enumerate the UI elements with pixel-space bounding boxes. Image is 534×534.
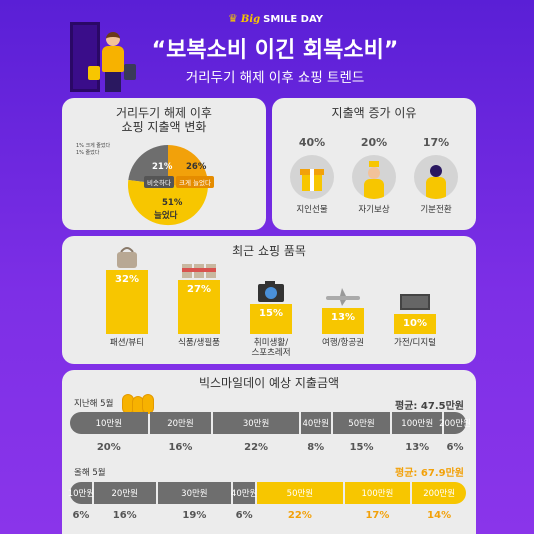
spend-segment-3: 40만원 <box>231 482 257 504</box>
spend-pct-6: 6% <box>446 442 464 453</box>
item-bar <box>178 280 220 334</box>
spend-pct-4: 22% <box>287 510 312 521</box>
reason-mood-change: 17% 기분전환 <box>410 136 462 215</box>
item-pct: 27% <box>187 284 211 295</box>
spending-change-panel: 거리두기 해제 이후 쇼핑 지출액 변화 1% 크게 줄었다 1% 줄었다 21… <box>62 98 266 230</box>
reason-self-reward-label: 자기보상 <box>358 205 390 215</box>
shopping-items-title: 최근 쇼핑 품목 <box>232 244 306 258</box>
brand-logo: ♛ Big SMILE DAY <box>228 12 328 28</box>
spend-pct-2: 22% <box>244 442 269 453</box>
reason-self-reward-pct: 20% <box>360 136 388 149</box>
last-year-avg: 평균: 47.5만원 <box>395 401 464 412</box>
item-label: 취미생활/ 스포츠레저 <box>251 338 291 358</box>
coin-icon <box>142 394 154 414</box>
spending-change-title-2: 쇼핑 지출액 변화 <box>121 120 207 134</box>
spend-pct-5: 17% <box>365 510 390 521</box>
item-bar <box>106 270 148 334</box>
spend-segment-6: 200만원 <box>412 482 466 504</box>
spending-change-title-1: 거리두기 해제 이후 <box>116 106 212 120</box>
pie-grey-pct: 21% <box>152 162 173 172</box>
item-pct: 15% <box>259 308 283 319</box>
spend-segment-1: 20만원 <box>93 482 156 504</box>
subhead: 거리두기 해제 이후 쇼핑 트렌드 <box>185 70 365 86</box>
pie-orange-label: 크게 늘었다 <box>176 176 214 188</box>
spend-pct-1: 16% <box>168 442 193 453</box>
spend-segment-1: 20만원 <box>149 412 212 434</box>
self-reward-icon <box>352 155 396 199</box>
reason-mood-change-label: 기분전환 <box>420 205 452 215</box>
spend-segment-5: 100만원 <box>392 412 443 434</box>
crown-icon: ♛ <box>228 12 238 25</box>
note-much-decrease: 1% 크게 줄었다 <box>76 143 111 149</box>
item-pct: 13% <box>331 312 355 323</box>
spend-pct-4: 15% <box>349 442 374 453</box>
spend-segment-0: 10만원 <box>70 412 148 434</box>
shopping-items-panel: 최근 쇼핑 품목 32% 패션/뷰티 27% 식품/생필품 15% 취미생활/ 스포츠레저… <box>62 236 476 364</box>
item-label: 가전/디지털 <box>394 338 436 348</box>
door-icon <box>70 22 100 92</box>
person-head <box>106 32 120 46</box>
person-legs <box>105 72 121 92</box>
spend-pct-6: 14% <box>427 510 452 521</box>
spend-pct-2: 19% <box>182 510 207 521</box>
item-bar <box>250 304 292 334</box>
spending-reasons-panel: 지출액 증가 이유 40% 지인선물 20% 자기보상 17% 기분전환 <box>272 98 476 230</box>
spend-pct-1: 16% <box>112 510 137 521</box>
person-body <box>102 46 124 72</box>
last-year-label: 지난해 5월 <box>74 399 114 409</box>
this-year-label: 올해 5월 <box>74 468 106 478</box>
item-pct: 32% <box>115 274 139 285</box>
groceries-icon <box>178 254 220 278</box>
item-label: 여행/항공권 <box>322 338 364 348</box>
expected-spend-title: 빅스마일데이 예상 지출금액 <box>198 376 340 390</box>
spend-segment-3: 40만원 <box>300 412 331 434</box>
shopper-illustration <box>70 18 140 98</box>
shopping-bag-icon <box>88 66 100 80</box>
item-label: 식품/생필품 <box>178 338 220 348</box>
spend-segment-2: 30만원 <box>157 482 232 504</box>
spend-segment-2: 30만원 <box>213 412 299 434</box>
item-pct: 10% <box>403 318 427 329</box>
brand-big: Big <box>240 14 261 25</box>
spend-pct-5: 13% <box>405 442 430 453</box>
shopping-bag-icon <box>124 64 136 80</box>
headline: “보복소비 이긴 회복소비” <box>151 38 399 63</box>
pie-slice-increase <box>127 179 208 226</box>
mood-change-icon <box>414 155 458 199</box>
spend-segment-6: 200만원 <box>439 412 471 434</box>
reason-mood-change-pct: 17% <box>422 136 450 149</box>
pie-yellow-pct: 51% <box>162 198 183 208</box>
camera-icon <box>250 278 292 302</box>
item-bar <box>394 314 436 334</box>
airplane-icon <box>322 282 364 306</box>
item-bar <box>322 308 364 334</box>
reason-gift-pct: 40% <box>298 136 326 149</box>
note-decrease: 1% 줄었다 <box>76 150 100 156</box>
item-label: 패션/뷰티 <box>109 338 145 348</box>
spend-segment-5: 100만원 <box>344 482 411 504</box>
pie-grey-label: 비슷하다 <box>144 176 174 188</box>
pie-orange-pct: 26% <box>186 162 207 172</box>
spending-reasons-title: 지출액 증가 이유 <box>331 106 417 120</box>
spend-segment-0: 10만원 <box>68 482 94 504</box>
spend-pct-0: 6% <box>72 510 90 521</box>
spend-segment-4: 50만원 <box>332 412 391 434</box>
brand-smile-day: SMILE DAY <box>263 14 324 25</box>
spend-pct-0: 20% <box>96 442 121 453</box>
pie-yellow-label: 늘었다 <box>154 211 178 221</box>
handbag-icon <box>106 244 148 268</box>
reason-gift: 40% 지인선물 <box>286 136 338 215</box>
spend-pct-3: 6% <box>235 510 253 521</box>
this-year-avg: 평균: 67.9만원 <box>395 468 464 479</box>
reason-self-reward: 20% 자기보상 <box>348 136 400 215</box>
pie-slice-similar <box>128 145 168 185</box>
expected-spend-panel: 빅스마일데이 예상 지출금액 지난해 5월 평균: 47.5만원 10만원 20%… <box>62 370 476 534</box>
reason-gift-label: 지인선물 <box>296 205 328 215</box>
spend-segment-4: 50만원 <box>257 482 343 504</box>
tv-icon <box>394 288 436 312</box>
gift-icon <box>290 155 334 199</box>
spend-pct-3: 8% <box>307 442 325 453</box>
